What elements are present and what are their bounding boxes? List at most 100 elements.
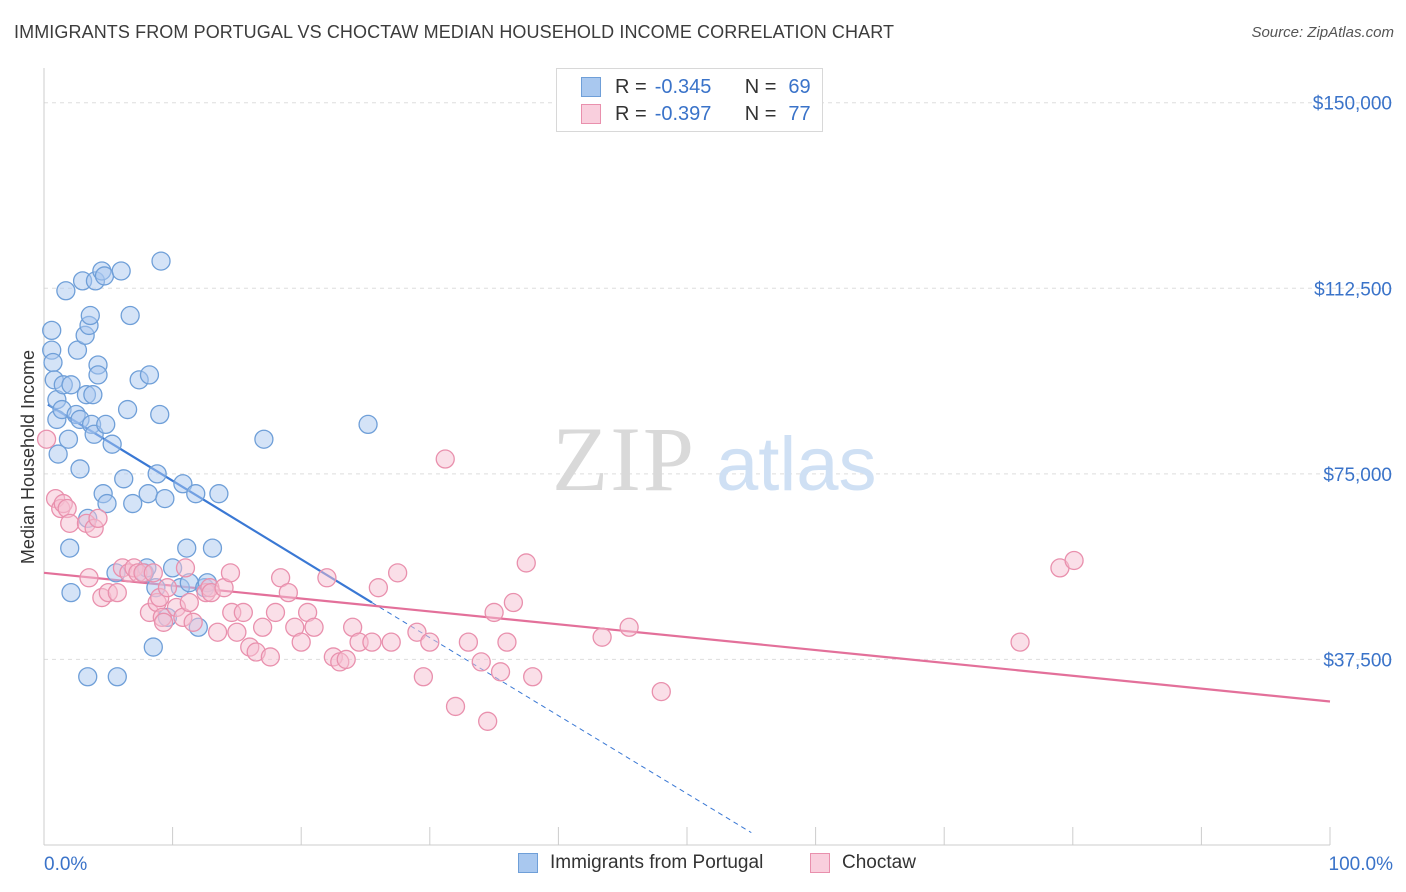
data-point-choctaw (1064, 550, 1084, 571)
data-point-portugal (150, 404, 170, 425)
data-point-portugal (173, 474, 193, 494)
data-point-choctaw (387, 563, 408, 583)
data-point-portugal (43, 352, 63, 373)
data-point-portugal (139, 365, 160, 385)
data-point-choctaw (484, 602, 504, 623)
data-point-choctaw (435, 449, 455, 469)
data-point-portugal (67, 340, 88, 360)
data-point-portugal (107, 667, 127, 687)
data-point-portugal (151, 251, 171, 271)
data-point-choctaw (278, 582, 298, 603)
legend-row-choctaw: R = -0.397 N = 77 (581, 102, 811, 126)
legend-r-label: R = (615, 102, 647, 125)
data-point-portugal (120, 305, 140, 326)
x-tick-label: 100.0% (1329, 854, 1394, 875)
data-point-portugal (123, 493, 143, 514)
source-credit: Source: ZipAtlas.com (1251, 24, 1394, 41)
data-point-choctaw (490, 662, 511, 682)
data-point-choctaw (471, 652, 491, 672)
data-point-portugal (117, 399, 138, 420)
data-point-choctaw (252, 617, 273, 637)
data-point-portugal (97, 493, 117, 514)
data-point-choctaw (619, 617, 639, 637)
data-point-portugal (83, 385, 103, 405)
data-point-portugal (60, 538, 80, 558)
data-point-choctaw (220, 563, 241, 583)
bottom-legend: Immigrants from Portugal Choctaw (0, 852, 1406, 878)
series-immigrants-from-portugal (42, 251, 378, 687)
data-point-choctaw (523, 667, 543, 687)
trend-line-choctaw (43, 571, 1331, 703)
data-point-portugal (143, 637, 163, 657)
data-point-choctaw (503, 592, 524, 613)
data-point-choctaw (175, 558, 196, 578)
data-point-choctaw (36, 429, 57, 449)
data-point-portugal (186, 484, 206, 504)
data-point-portugal (88, 365, 108, 385)
data-point-choctaw (336, 649, 356, 670)
data-point-choctaw (143, 563, 163, 583)
data-point-portugal (155, 488, 175, 509)
y-tick-label: $150,000 (1313, 94, 1392, 115)
data-point-choctaw (445, 696, 466, 717)
data-point-choctaw (60, 513, 80, 534)
y-axis-label: Median Household Income (18, 350, 38, 564)
data-point-portugal (111, 261, 131, 281)
data-point-choctaw (651, 681, 671, 702)
legend-swatch-blue (581, 77, 601, 97)
legend-n-label: N = (744, 102, 777, 125)
legend-swatch-pink (581, 104, 601, 124)
data-point-portugal (147, 464, 167, 484)
bottom-legend-swatch-pink (810, 853, 830, 873)
data-point-choctaw (179, 592, 199, 613)
data-point-choctaw (260, 647, 280, 667)
data-point-portugal (202, 538, 223, 558)
data-point-portugal (61, 582, 81, 603)
bottom-legend-swatch-blue (518, 853, 538, 873)
data-point-portugal (96, 414, 116, 435)
legend-n-value: 77 (788, 102, 811, 125)
data-point-choctaw (413, 667, 434, 687)
data-point-choctaw (233, 602, 253, 623)
gridlines (44, 102, 1395, 660)
y-tick-labels: $37,500 $75,000 $112,500 $150,000 (1313, 94, 1392, 672)
data-point-choctaw (368, 578, 389, 598)
data-point-portugal (80, 305, 100, 326)
data-point-choctaw (107, 582, 127, 603)
data-point-choctaw (88, 508, 108, 529)
data-point-choctaw (227, 622, 247, 642)
data-point-portugal (177, 538, 197, 558)
data-point-portugal (358, 414, 378, 435)
legend-r-value: -0.345 (654, 75, 712, 98)
data-point-choctaw (157, 578, 178, 598)
bottom-legend-item-choctaw: Choctaw (810, 852, 916, 874)
bottom-legend-label: Choctaw (842, 852, 916, 873)
legend-r-label: R = (615, 75, 647, 98)
data-point-choctaw (265, 602, 286, 623)
data-point-choctaw (207, 622, 228, 642)
data-point-choctaw (516, 553, 536, 573)
series-choctaw (36, 429, 1084, 731)
legend-row-portugal: R = -0.345 N = 69 (581, 75, 811, 99)
data-point-portugal (138, 484, 158, 504)
data-point-portugal (58, 429, 79, 449)
data-point-portugal (78, 667, 98, 687)
data-point-portugal (56, 281, 76, 301)
data-point-choctaw (153, 612, 174, 632)
data-point-portugal (70, 459, 90, 479)
data-point-choctaw (1010, 632, 1030, 652)
data-point-portugal (102, 434, 122, 454)
bottom-legend-item-portugal: Immigrants from Portugal (518, 852, 763, 874)
x-tick-labels: 0.0% 100.0% (44, 854, 1393, 875)
data-point-choctaw (304, 617, 324, 637)
y-tick-label: $112,500 (1314, 279, 1392, 300)
x-tick-label: 0.0% (44, 854, 87, 875)
data-point-choctaw (291, 632, 311, 652)
data-point-choctaw (183, 612, 203, 632)
data-point-choctaw (478, 711, 498, 731)
legend-n-value: 69 (788, 75, 811, 98)
data-point-choctaw (420, 632, 440, 652)
data-point-choctaw (317, 568, 337, 588)
data-point-choctaw (497, 632, 517, 652)
